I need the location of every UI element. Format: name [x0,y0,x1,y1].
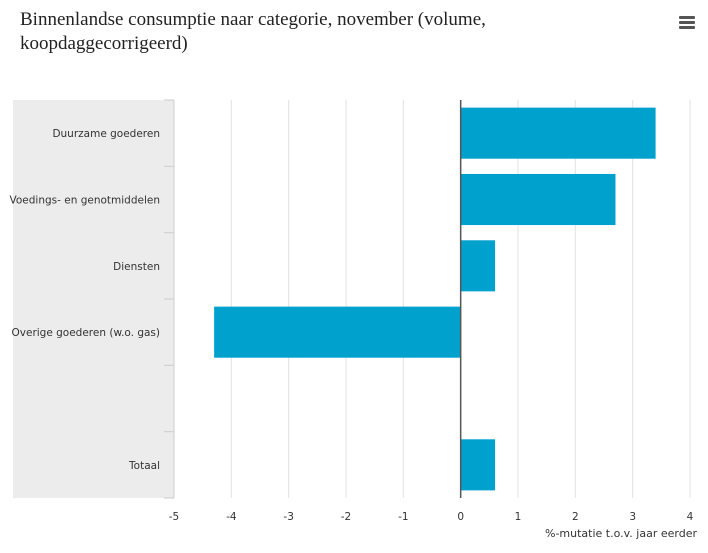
x-tick-label: -3 [283,511,293,523]
category-label: Totaal [128,460,160,472]
bar[interactable] [214,306,461,358]
x-tick-label: 2 [572,511,579,523]
x-tick-label: -1 [398,511,408,523]
x-tick-label: 1 [515,511,522,523]
chart-title: Binnenlandse consumptie naar categorie, … [20,9,486,54]
x-axis-title: %-mutatie t.o.v. jaar eerder [545,527,697,540]
x-tick-label: -5 [169,511,179,523]
bar[interactable] [460,240,496,292]
category-label: Overige goederen (w.o. gas) [12,327,161,339]
category-label: Voedings- en genotmiddelen [10,195,161,207]
bar[interactable] [460,107,656,159]
category-label: Diensten [113,261,160,273]
x-tick-label: 3 [629,511,636,523]
x-tick-label: 4 [687,511,694,523]
category-label: Duurzame goederen [52,128,160,140]
x-tick-label: 0 [457,511,464,523]
bar[interactable] [460,439,496,491]
bar[interactable] [460,173,616,226]
hamburger-menu-icon[interactable] [676,14,698,32]
x-tick-label: -2 [341,511,351,523]
category-panel [13,100,174,498]
x-tick-label: -4 [226,511,237,523]
